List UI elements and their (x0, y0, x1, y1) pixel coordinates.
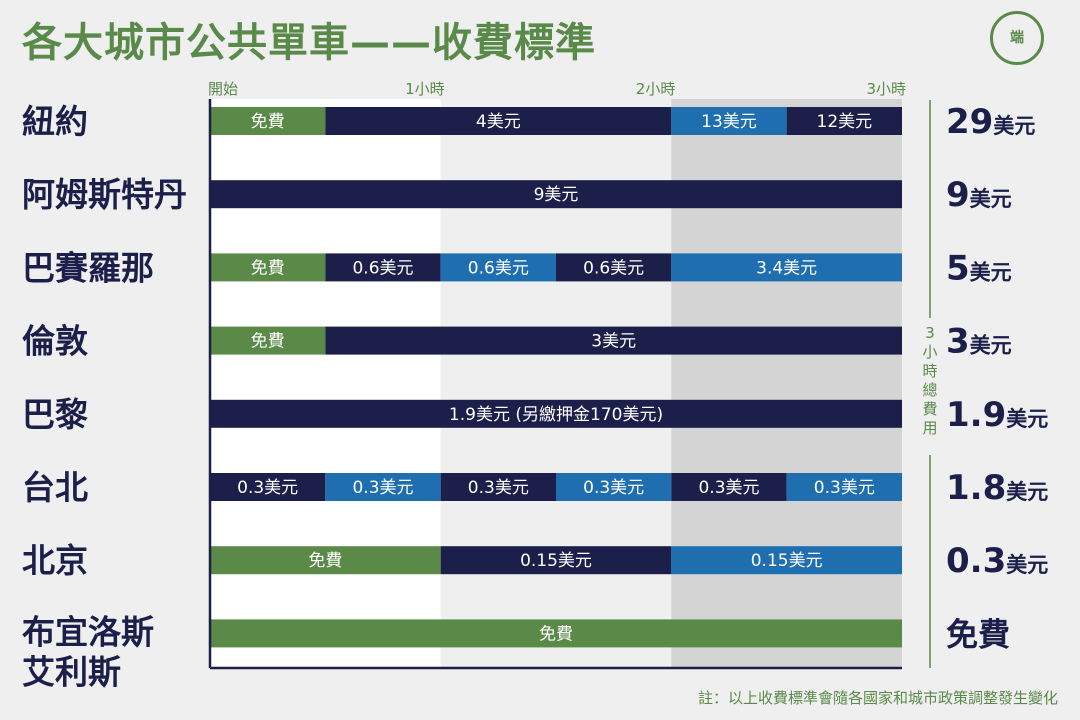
total-value: 1.9美元 (946, 395, 1048, 435)
segment-label: 0.15美元 (520, 551, 592, 571)
bar-segment (440, 473, 556, 501)
footnote: 註：以上收費標準會隨各國家和城市政策調整發生變化 (697, 689, 1058, 707)
segment-label: 免費 (251, 258, 285, 278)
x-tick-label: 2小時 (636, 80, 676, 98)
bar-segment (440, 546, 672, 575)
total-value: 1.8美元 (946, 468, 1048, 508)
bar-segment (210, 326, 326, 355)
segment-label: 1.9美元 (另繳押金170美元) (449, 405, 663, 425)
bar-segment (210, 546, 441, 575)
bar-segment (440, 253, 556, 282)
total-value: 29美元 (946, 102, 1035, 142)
bar-segment (671, 253, 902, 282)
bar-segment (671, 473, 787, 501)
segment-label: 0.3美元 (468, 478, 529, 498)
city-label: 布宜洛斯 (22, 612, 154, 651)
total-axis-label-char: 小 (922, 343, 937, 361)
bar-segment (210, 619, 902, 648)
city-label: 台北 (22, 468, 88, 507)
segment-label: 0.6美元 (468, 258, 529, 278)
bar-segment (671, 107, 787, 135)
total-value: 5美元 (946, 248, 1012, 288)
total-value: 9美元 (946, 175, 1012, 215)
total-value: 免費 (946, 615, 1010, 653)
segment-label: 0.6美元 (352, 258, 413, 278)
segment-label: 3美元 (591, 332, 636, 352)
segment-label: 免費 (251, 112, 285, 132)
segment-label: 0.3美元 (698, 478, 759, 498)
bar-segment (210, 253, 326, 282)
logo-icon: 端 (990, 11, 1044, 65)
city-label: 阿姆斯特丹 (22, 175, 187, 214)
bar-segment (325, 253, 441, 282)
bar-segment (210, 473, 326, 501)
city-label: 紐約 (22, 102, 88, 141)
segment-label: 0.3美元 (814, 478, 875, 498)
city-label: 倫敦 (22, 322, 88, 361)
segment-label: 免費 (539, 624, 573, 644)
city-label: 艾利斯 (22, 652, 121, 691)
x-tick-label: 開始 (208, 80, 238, 98)
x-tick-label: 1小時 (405, 80, 445, 98)
segment-label: 0.6美元 (583, 258, 644, 278)
total-value: 3美元 (946, 322, 1012, 362)
total-axis-label-char: 總 (922, 381, 937, 399)
bar-segment (325, 107, 672, 135)
chart-title: 各大城市公共單車——收費標準 (22, 20, 596, 66)
total-axis-label-char: 3 (925, 324, 935, 342)
segment-label: 0.3美元 (237, 478, 298, 498)
segment-label: 12美元 (817, 112, 873, 132)
bar-segment (210, 107, 326, 135)
bar-segment (786, 473, 902, 501)
segment-label: 免費 (308, 551, 342, 571)
bar-segment (210, 180, 902, 209)
total-axis-label-char: 用 (922, 419, 937, 437)
segment-label: 3.4美元 (756, 258, 817, 278)
bar-segment (786, 107, 902, 135)
bar-segment (556, 253, 672, 282)
city-label: 巴賽羅那 (22, 248, 154, 287)
total-axis-label-char: 費 (922, 400, 937, 418)
total-value: 0.3美元 (946, 541, 1048, 581)
segment-label: 4美元 (476, 112, 521, 132)
segment-label: 9美元 (534, 185, 579, 205)
bar-segment (325, 326, 902, 355)
bar-segment (325, 473, 441, 501)
x-tick-label: 3小時 (866, 80, 906, 98)
segment-label: 0.3美元 (583, 478, 644, 498)
segment-label: 0.15美元 (751, 551, 823, 571)
city-label: 北京 (22, 541, 88, 580)
city-label: 巴黎 (22, 395, 88, 434)
segment-label: 0.3美元 (352, 478, 413, 498)
total-axis-label-char: 時 (922, 362, 937, 380)
bar-segment (671, 546, 902, 575)
segment-label: 13美元 (701, 112, 757, 132)
segment-label: 免費 (251, 332, 285, 352)
bar-segment (210, 399, 902, 428)
bar-segment (556, 473, 672, 501)
